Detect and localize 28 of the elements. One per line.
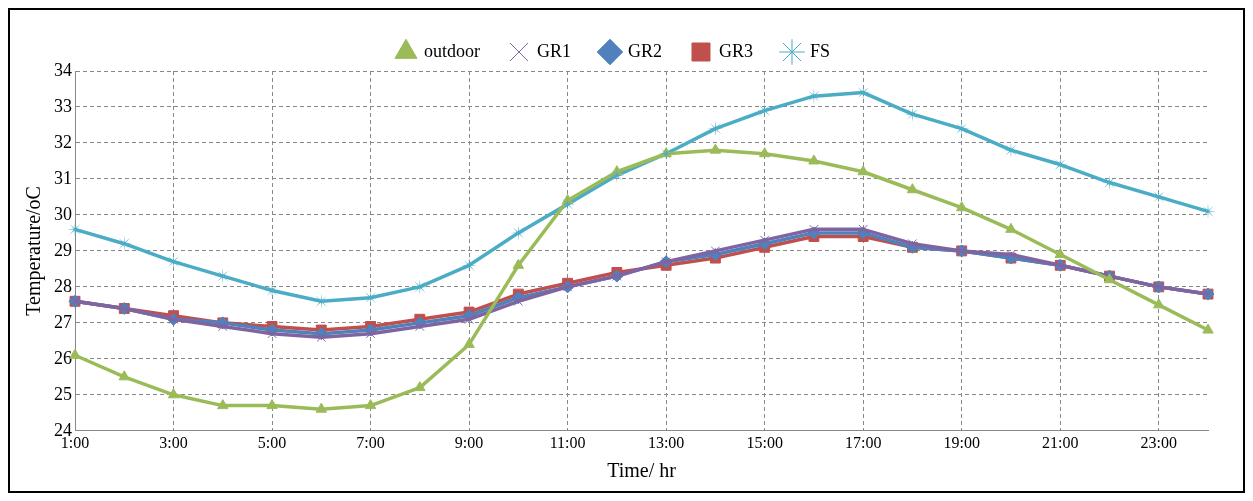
x-tick-label: 13:00 [647, 433, 685, 451]
x-tick-label: 9:00 [454, 433, 484, 451]
x-tick-label: 21:00 [1041, 433, 1079, 451]
y-tick-label: 32 [54, 131, 72, 152]
legend-label: GR1 [536, 40, 571, 61]
y-tick-label: 26 [54, 347, 72, 368]
legend-label: outdoor [423, 40, 480, 61]
x-tick-label: 23:00 [1140, 433, 1177, 451]
x-tick-label: 11:00 [549, 433, 586, 451]
y-tick-label: 25 [54, 383, 72, 404]
x-tick-label: 19:00 [943, 433, 980, 451]
x-tick-label: 3:00 [159, 433, 188, 451]
x-tick-label: 15:00 [746, 433, 783, 451]
y-tick-label: 31 [54, 167, 72, 188]
x-tick-label: 7:00 [356, 433, 385, 451]
x-tick-label: 17:00 [844, 433, 882, 451]
legend-label: FS [809, 40, 831, 61]
y-tick-label: 33 [54, 95, 72, 116]
y-tick-label: 29 [54, 239, 72, 260]
legend-label: GR3 [718, 40, 753, 61]
y-tick-label: 34 [54, 59, 72, 80]
y-tick-label: 27 [54, 311, 72, 332]
y-tick-label: 30 [54, 203, 72, 224]
x-tick-label: 5:00 [257, 433, 287, 451]
y-tick-label: 28 [54, 275, 72, 296]
y-axis-title: Temperature/oC [22, 186, 46, 316]
legend-label: GR2 [627, 40, 662, 61]
x-axis-title: Time/ hr [607, 459, 677, 482]
